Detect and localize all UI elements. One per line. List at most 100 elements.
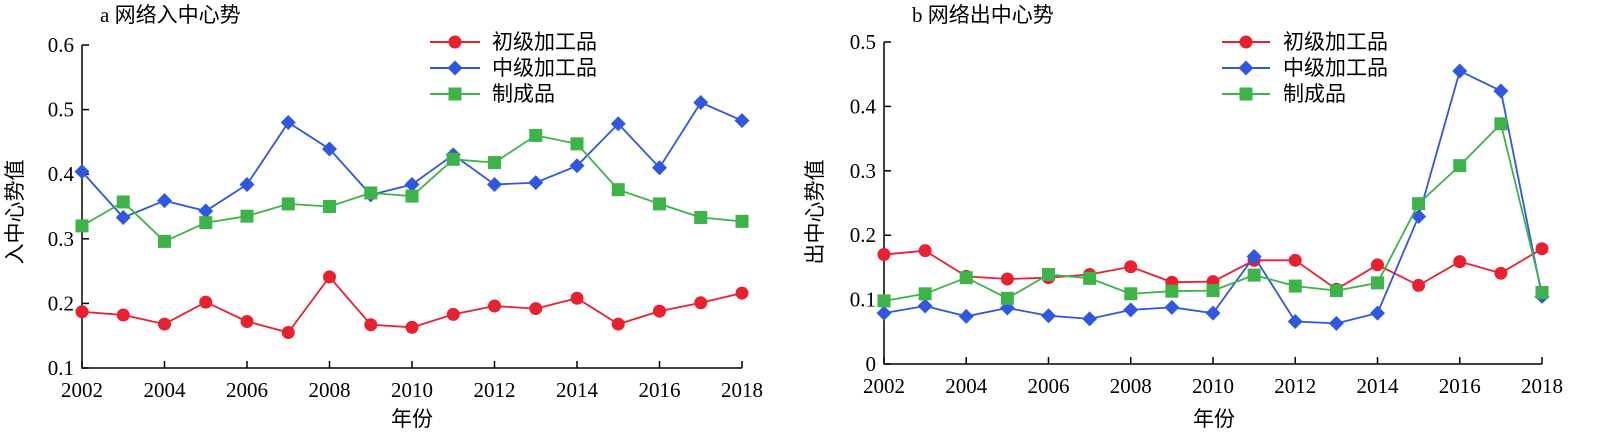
panel-a-series-3-point (199, 216, 213, 230)
panel-b-series-2-point (1123, 302, 1139, 318)
panel-b-series-2-point (1452, 63, 1468, 79)
panel-b-series-3-point (1535, 286, 1549, 300)
panel-a-y-tick-label: 0.6 (48, 33, 74, 57)
panel-a-series-2-point (610, 116, 626, 132)
panel-a-series-3-point (281, 197, 295, 211)
panel-b-series-2-point (876, 305, 892, 321)
panel-a-series-3-point (694, 210, 708, 224)
panel-a-series-2-point (569, 158, 585, 174)
panel-b-legend-label: 中级加工品 (1283, 56, 1388, 80)
panel-a-series-2-point (157, 193, 172, 209)
panel-a-series-2-point (198, 203, 214, 219)
panel-a-legend-entry: 制成品 (430, 82, 555, 106)
panel-a-y-tick-label: 0.2 (48, 291, 74, 315)
panel-a-series-3-point (364, 186, 378, 200)
panel-b-series-2-point (958, 308, 974, 324)
panel-a-series-1-point (611, 317, 625, 331)
panel-a-series-1-point (570, 291, 584, 305)
panel-b-series-3-point (918, 287, 932, 301)
panel-a-series-1-point (529, 302, 543, 316)
panel-b-series-2-point (1493, 83, 1509, 99)
panel-a-series-1-point (364, 318, 378, 332)
panel-a-series-1-point (199, 295, 213, 309)
panel-a-series-2-point (528, 175, 544, 191)
panel-b-y-tick-label: 0.3 (850, 159, 876, 183)
panel-a-series-1-point (446, 307, 460, 321)
panel-b-series-2-point (1411, 209, 1427, 225)
panel-a-x-tick-label: 2004 (144, 378, 187, 402)
panel-a-series-3-point (158, 234, 171, 248)
panel-b-series-2-point (1370, 305, 1385, 321)
panel-b-series-1-point (1371, 258, 1384, 272)
panel-b-y-tick-label: 0.5 (850, 30, 876, 54)
panel-a-legend-entry: 中级加工品 (430, 56, 597, 80)
chart-panel-a: a 网络入中心势 年份 入中心势值 0.1 0.2 0.3 0.4 0.5 0.6 2002… (3, 3, 763, 431)
panel-b-series-2-point (917, 298, 933, 314)
panel-a-legend-marker (448, 35, 462, 49)
panel-b-series-2-point (1041, 308, 1056, 324)
panel-a-legend-label: 初级加工品 (492, 30, 597, 54)
panel-b-series-2-point (1287, 313, 1303, 329)
panel-a-series-2-point (322, 141, 337, 157)
panel-a-series-3-point (116, 195, 130, 209)
panel-a-series-1-point (281, 325, 295, 339)
panel-a-x-tick-label: 2014 (556, 378, 599, 402)
panel-a-series-2-point (734, 113, 750, 129)
panel-b-series-1-point (1288, 253, 1302, 267)
panel-b-legend-entry: 初级加工品 (1222, 30, 1388, 54)
panel-a-series-2-point (239, 177, 255, 193)
panel-b-series-2-point (1164, 299, 1180, 315)
panel-a-series-1-point (323, 270, 336, 284)
panel-a-series-3-point (488, 156, 501, 170)
panel-a-series-2-point (487, 177, 502, 193)
panel-b-series-3-point (1453, 159, 1467, 173)
panel-a-legend-entry: 初级加工品 (430, 30, 597, 54)
panel-b-y-tick-label: 0.4 (850, 94, 877, 118)
panel-b-x-tick-label: 2014 (1357, 374, 1400, 398)
panel-a-x-axis-label: 年份 (391, 407, 433, 431)
panel-b-title: b 网络出中心势 (912, 3, 1054, 27)
panel-a-legend-marker (448, 87, 462, 101)
panel-a-x-tick-label: 2016 (639, 378, 681, 402)
panel-a-series-2 (74, 94, 750, 225)
panel-b-series-2-point (1328, 315, 1344, 331)
panel-a-series-1-point (405, 320, 419, 334)
panel-b-series-1-point (1124, 260, 1138, 274)
panel-a-series-1-point (694, 296, 708, 310)
panel-a-series-3-point (529, 128, 543, 142)
panel-a-series-2-point (115, 209, 131, 225)
panel-b-y-tick-label: 0.1 (850, 288, 876, 312)
panel-a-legend-label: 中级加工品 (492, 56, 597, 80)
panel-a-axes (81, 45, 742, 369)
panel-b-legend-label: 初级加工品 (1283, 30, 1388, 54)
panel-b-series-2-point (1205, 305, 1221, 321)
panel-a-series-2-point (404, 177, 420, 193)
panel-b-series-1-point (1412, 278, 1426, 292)
panel-b-legend-entry: 中级加工品 (1222, 56, 1388, 80)
panel-a-y-tick-label: 0.3 (48, 227, 74, 251)
panel-a-series-3-point (570, 137, 584, 151)
panel-b-legend-marker (1238, 60, 1254, 76)
panel-a-series-2-point (280, 115, 296, 131)
panel-b-series-1-point (1494, 266, 1508, 280)
panel-b-series-3-point (1371, 276, 1384, 290)
panel-a-x-tick-label: 2010 (391, 378, 433, 402)
panel-a-series-1-point (158, 317, 171, 331)
panel-b-legend-label: 制成品 (1283, 82, 1346, 106)
panel-b-x-tick-label: 2016 (1439, 374, 1481, 398)
panel-a-x-tick-label: 2008 (309, 378, 351, 402)
chart-panel-b: b 网络出中心势 年份 出中心势值 0 0.1 0.2 0.3 0.4 0.5 2002 20… (803, 3, 1563, 431)
panel-b-series-3-point (1000, 291, 1014, 305)
panel-a-x-tick-label: 2002 (61, 378, 103, 402)
panel-b-x-tick-label: 2006 (1028, 374, 1070, 398)
panel-b-x-tick-label: 2002 (863, 374, 905, 398)
panel-b-x-tick-label: 2012 (1274, 374, 1316, 398)
panel-a-series-3-point (240, 209, 254, 223)
panel-b-series-3-point (1288, 279, 1302, 293)
panel-a-y-tick-label: 0.4 (48, 162, 75, 186)
panel-b-x-tick-label: 2004 (945, 374, 988, 398)
panel-b-legend-marker (1239, 35, 1253, 49)
panel-a-x-tick-label: 2006 (226, 378, 268, 402)
panel-b-series-1-point (1535, 242, 1549, 256)
